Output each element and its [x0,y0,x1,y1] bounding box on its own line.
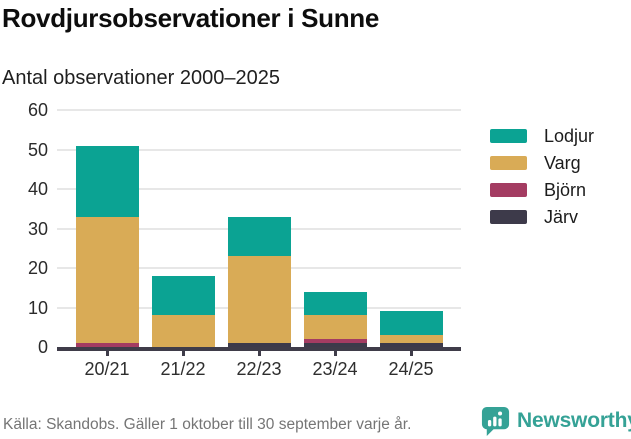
x-tick [181,351,185,356]
bars-container [57,110,461,347]
brand-logo: Newsworthy [480,405,631,436]
y-tick-label: 20 [27,258,48,279]
bar-segment-järv [227,343,291,347]
y-tick-label: 50 [27,139,48,160]
bar-segment-varg [227,256,291,344]
legend-label: Lodjur [544,126,595,146]
x-tick [105,351,109,356]
legend-label: Varg [544,153,581,173]
legend-item-björn: Björn [490,181,594,199]
x-axis-labels: 20/21 21/22 22/23 23/24 24/25 [57,351,461,380]
x-tick [333,351,337,356]
newsworthy-icon [480,405,511,436]
y-tick-label: 60 [27,100,48,120]
bar-segment-björn [75,343,139,347]
gridline-50 [57,148,461,151]
x-tick [409,351,413,356]
x-tick-label: 24/25 [388,359,434,379]
bar-segment-varg [379,335,443,344]
bar-24-25 [379,110,443,347]
plot-area [57,109,461,347]
legend-label: Björn [544,180,587,200]
y-tick-label: 0 [37,337,48,357]
legend-swatch [490,129,527,143]
bar-20-21 [75,110,139,347]
bar-segment-lodjur [303,291,367,316]
bar-segment-lodjur [151,275,215,316]
x-tick-label: 20/21 [84,359,130,379]
bar-segment-järv [303,343,367,347]
bar-segment-björn [303,339,367,344]
bar-segment-varg [75,216,139,344]
bar-segment-lodjur [75,145,139,217]
y-axis-labels: 0 10 20 30 40 50 60 [0,101,48,356]
bar-22-23 [227,110,291,347]
source-note: Källa: Skandobs. Gäller 1 oktober till 3… [3,416,412,433]
brand-name: Newsworthy [517,408,631,432]
x-tick-label: 22/23 [236,359,282,379]
x-cell: 23/24 [304,351,367,380]
x-cell: 24/25 [380,351,443,380]
x-axis-line [57,347,461,351]
legend-swatch [490,183,527,197]
chart-subtitle: Antal observationer 2000–2025 [2,67,280,89]
chart-title: Rovdjursobservationer i Sunne [2,3,380,33]
gridline-60 [57,109,461,111]
bar-segment-lodjur [379,311,443,336]
legend-swatch [490,156,527,170]
bar-segment-varg [303,315,367,340]
x-cell: 22/23 [228,351,291,380]
x-cell: 20/21 [76,351,139,380]
legend-item-järv: Järv [490,208,594,226]
bar-segment-lodjur [227,216,291,257]
legend-label: Järv [544,207,579,227]
legend: Lodjur Varg Björn Järv [490,127,594,226]
legend-swatch [490,210,527,224]
y-tick-label: 40 [27,179,48,200]
bar-segment-järv [379,343,443,347]
bar-23-24 [303,110,367,347]
x-tick-label: 23/24 [312,359,358,379]
x-cell: 21/22 [152,351,215,380]
gridline-40 [57,188,461,191]
y-tick-label: 30 [27,218,48,239]
bar-segment-varg [151,315,215,347]
x-tick-label: 21/22 [160,359,206,379]
legend-item-varg: Varg [490,154,594,172]
y-tick-label: 10 [27,297,48,318]
legend-item-lodjur: Lodjur [490,127,594,145]
x-tick [257,351,261,356]
bar-21-22 [151,110,215,347]
